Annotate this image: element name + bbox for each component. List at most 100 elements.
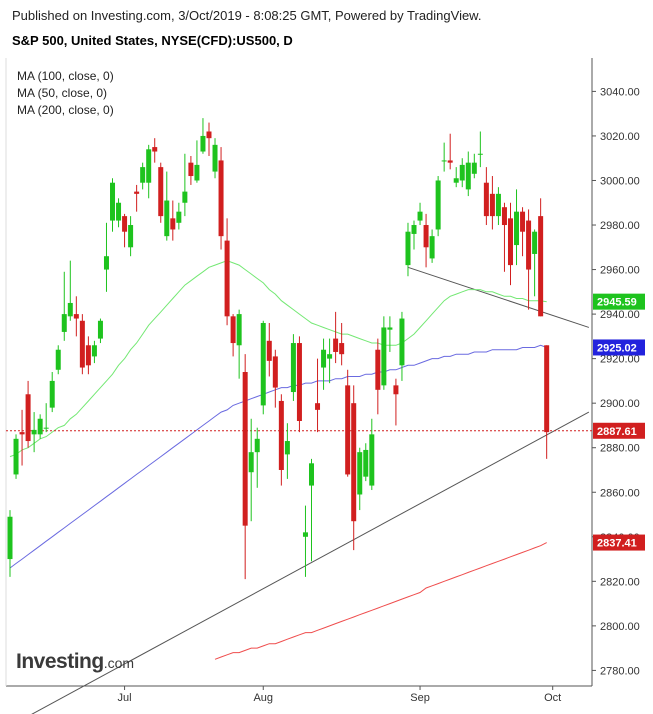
candle (507, 202, 513, 286)
candle-body (465, 162, 471, 190)
candle (146, 144, 152, 199)
candle (182, 153, 188, 217)
candle-body (489, 193, 495, 217)
trendline (31, 411, 590, 714)
candle-body (43, 427, 49, 429)
candle (31, 412, 37, 453)
candle-body (140, 167, 146, 183)
x-tick-label: Sep (410, 692, 430, 704)
candle-body (19, 432, 25, 435)
candle-body (345, 385, 351, 475)
candle (327, 338, 333, 384)
candle-body (507, 218, 513, 266)
candle-body (327, 354, 333, 359)
candle (357, 447, 363, 511)
candle (158, 162, 164, 223)
candle-body (188, 162, 194, 177)
candle-body (170, 218, 176, 230)
candle-body (248, 452, 254, 473)
candle-body (357, 452, 363, 495)
candle-body (85, 345, 91, 366)
candle-body (55, 349, 61, 370)
y-tick-label: 2860.00 (600, 487, 640, 499)
legend-entry: MA (50, close, 0) (17, 86, 107, 100)
candle-body (381, 327, 387, 386)
candle-body (405, 231, 411, 266)
candle-body (224, 240, 230, 317)
candle-body (315, 403, 321, 410)
candle (73, 296, 79, 337)
candle (465, 151, 471, 197)
price-label-text: 2925.02 (597, 342, 637, 354)
candle (495, 187, 501, 226)
candle (49, 372, 55, 413)
candle (501, 202, 507, 272)
candle-body (103, 256, 109, 270)
candle (453, 167, 459, 188)
y-tick-label: 2800.00 (600, 621, 640, 633)
candle-body (206, 131, 212, 139)
candle (278, 394, 284, 486)
candle-body (266, 340, 272, 361)
y-tick-label: 3000.00 (600, 175, 640, 187)
candle (321, 338, 327, 390)
candle (266, 323, 272, 377)
candle-body (194, 164, 200, 181)
candle-body (302, 532, 308, 537)
candle (91, 340, 97, 364)
candle (13, 434, 19, 479)
candle (254, 427, 260, 488)
y-tick-label: 2940.00 (600, 309, 640, 321)
candle-body (176, 211, 182, 223)
candle (423, 213, 429, 268)
candle (429, 229, 435, 263)
candle-body (375, 349, 381, 390)
candle (25, 380, 31, 448)
candle (333, 311, 339, 364)
candle-body (230, 316, 236, 344)
candle (441, 142, 447, 172)
candle (79, 314, 85, 375)
logo-suffix: .com (103, 655, 135, 671)
candle-body (200, 135, 206, 152)
candle-body (254, 438, 260, 453)
candle-body (387, 327, 393, 330)
candle-body (321, 349, 327, 368)
candle-body (49, 380, 55, 408)
candle-body (411, 225, 417, 234)
candle (194, 140, 200, 183)
candle (399, 311, 405, 381)
candle-body (495, 193, 501, 217)
price-label-box (593, 339, 645, 356)
price-label-box (593, 293, 645, 310)
price-label-box (593, 422, 645, 439)
y-tick-label: 2920.00 (600, 354, 640, 366)
candle-body (399, 318, 405, 366)
candle (315, 358, 321, 433)
candle (471, 153, 477, 179)
candle-body (441, 160, 447, 162)
legend-entry: MA (200, close, 0) (17, 103, 114, 117)
candle (459, 158, 465, 188)
candle-body (116, 202, 122, 221)
ma100-line (9, 344, 547, 569)
ma50-line (9, 260, 547, 458)
candle (110, 178, 116, 232)
investing-logo: Investing.com (16, 650, 134, 674)
candle (296, 336, 302, 433)
candle (363, 443, 369, 482)
y-tick-label: 2960.00 (600, 265, 640, 277)
candle (489, 176, 495, 230)
candle (236, 309, 242, 379)
x-tick-label: Oct (544, 692, 561, 704)
candle-body (272, 356, 278, 388)
logo-text: Investing (16, 650, 104, 673)
candle (97, 318, 103, 344)
candle-body (459, 164, 465, 181)
trendline (407, 266, 590, 328)
candle (345, 369, 351, 477)
candle (483, 167, 489, 226)
candle-body (417, 211, 423, 221)
candle (176, 202, 182, 230)
